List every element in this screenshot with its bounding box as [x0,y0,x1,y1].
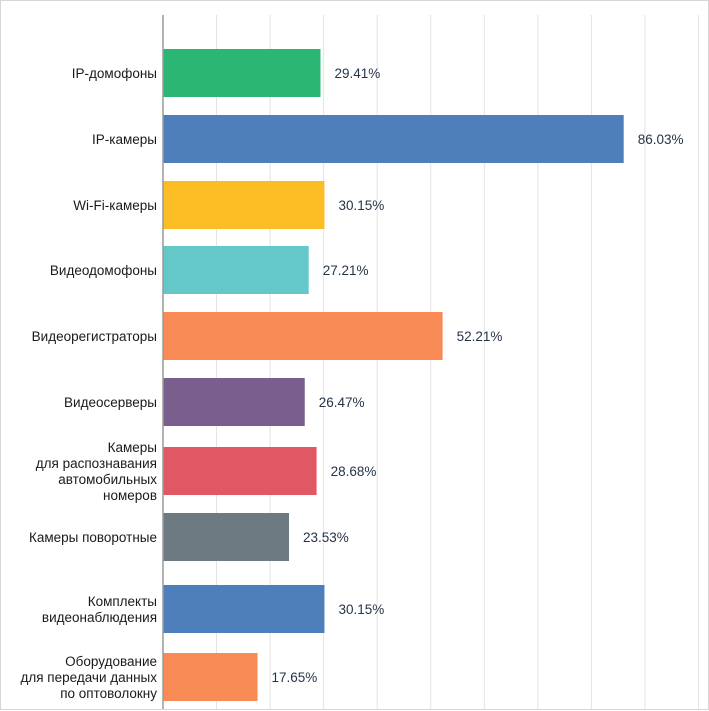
value-label: 28.68% [331,464,377,479]
bar [163,115,624,163]
value-label: 27.21% [323,263,369,278]
category-label: IP-камеры [92,132,157,147]
bar [163,447,317,495]
bar [163,246,309,294]
category-label: Оборудование для передачи данных по оптово… [20,654,157,701]
category-label: Камеры поворотные [29,530,157,545]
category-label: IP-домофоны [72,66,157,81]
bar [163,378,305,426]
category-label: Видеорегистраторы [32,329,157,344]
bar [163,653,258,701]
category-labels: IP-домофоны IP-камеры Wi-Fi-камеры Видеодом… [20,66,157,701]
bar [163,513,290,561]
bars [163,49,624,701]
value-label: 26.47% [319,395,365,410]
category-label: Комплекты видеонаблюдения [42,594,157,625]
bar [163,49,321,97]
category-label: Wi-Fi-камеры [73,198,157,213]
value-label: 23.53% [303,530,349,545]
category-label: Камеры для распознавания автомобильных номе… [36,440,157,503]
value-label: 30.15% [338,602,384,617]
value-label: 30.15% [338,198,384,213]
bar [163,312,443,360]
bar [163,585,325,633]
category-label: Видеосерверы [64,395,157,410]
value-label: 29.41% [334,66,380,81]
category-label: Видеодомофоны [50,263,157,278]
bar [163,181,325,229]
value-label: 17.65% [272,670,318,685]
value-label: 52.21% [457,329,503,344]
value-labels: 29.41% 86.03% 30.15% 27.21% 52.21% 26.47% 28.6… [272,66,684,685]
value-label: 86.03% [638,132,684,147]
